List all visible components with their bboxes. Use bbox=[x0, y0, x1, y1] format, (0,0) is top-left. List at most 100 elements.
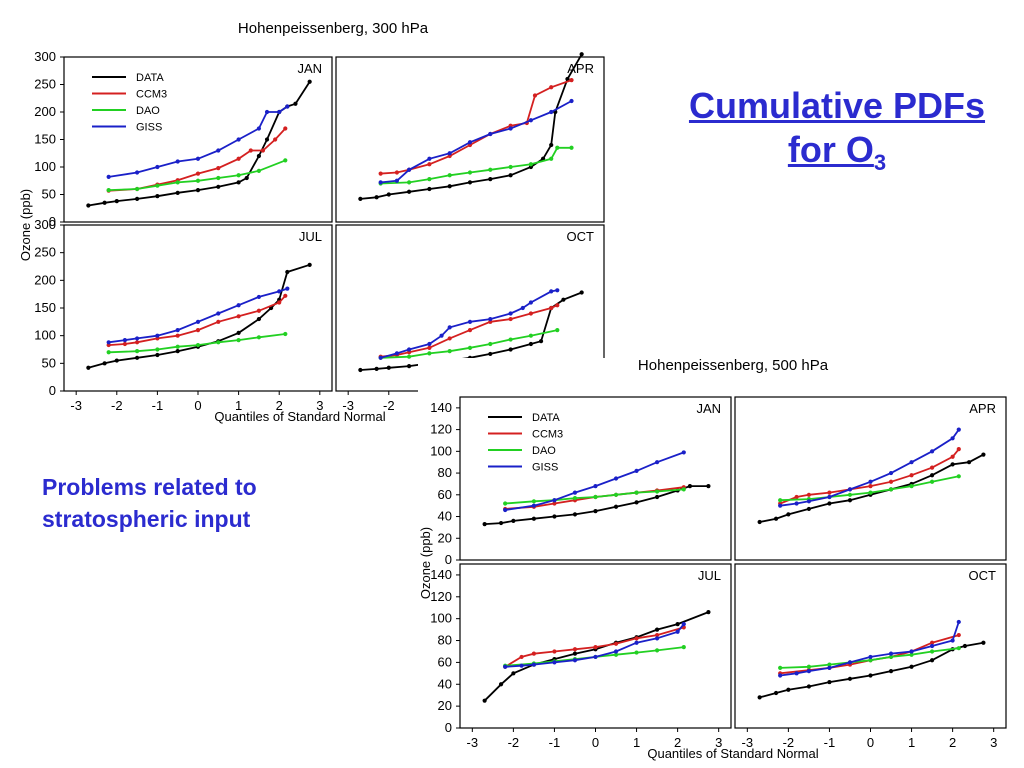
data-point-giss bbox=[508, 311, 513, 316]
y-tick-label: 100 bbox=[430, 443, 452, 458]
data-point-ccm3 bbox=[195, 328, 201, 333]
data-point-dao bbox=[555, 145, 560, 150]
data-point-giss bbox=[406, 347, 412, 352]
data-point-giss bbox=[427, 341, 432, 347]
y-axis-label: Ozone (ppb) bbox=[18, 189, 33, 261]
data-point-giss bbox=[827, 665, 832, 670]
data-point-ccm3 bbox=[236, 156, 241, 161]
data-point-ccm3 bbox=[532, 93, 538, 98]
data-point-giss bbox=[236, 303, 241, 308]
panel-label: APR bbox=[969, 401, 996, 416]
data-point-giss bbox=[175, 328, 180, 333]
data-point-ccm3 bbox=[134, 340, 140, 345]
y-tick-label: 0 bbox=[445, 720, 452, 735]
data-point-giss bbox=[778, 503, 783, 508]
data-point-ccm3 bbox=[248, 148, 253, 153]
x-tick-label: -3 bbox=[70, 398, 82, 413]
data-point-giss bbox=[406, 167, 412, 172]
data-point-data bbox=[706, 484, 711, 489]
data-point-ccm3 bbox=[888, 479, 894, 484]
y-tick-label: 200 bbox=[34, 272, 56, 287]
slide-title[interactable]: Cumulative PDFs for O3 bbox=[652, 84, 1022, 185]
data-point-data bbox=[508, 173, 513, 178]
data-point-ccm3 bbox=[956, 447, 961, 452]
data-point-ccm3 bbox=[283, 126, 288, 131]
legend-label-dao: DAO bbox=[532, 445, 556, 457]
data-point-data bbox=[538, 339, 544, 344]
y-tick-label: 40 bbox=[438, 509, 452, 524]
y-tick-label: 20 bbox=[438, 530, 452, 545]
data-point-ccm3 bbox=[447, 336, 452, 341]
data-point-dao bbox=[613, 492, 619, 497]
legend-label-data: DATA bbox=[532, 412, 560, 424]
legend-label-ccm3: CCM3 bbox=[136, 89, 167, 101]
data-point-giss bbox=[519, 663, 524, 668]
data-point-dao bbox=[216, 340, 221, 345]
data-point-dao bbox=[283, 158, 288, 163]
legend-label-data: DATA bbox=[136, 72, 164, 84]
data-point-data bbox=[447, 184, 452, 189]
chart-background bbox=[418, 358, 1024, 768]
data-point-giss bbox=[847, 660, 853, 665]
y-tick-label: 20 bbox=[438, 698, 452, 713]
data-point-data bbox=[786, 687, 791, 692]
data-point-data bbox=[285, 269, 290, 275]
data-point-data bbox=[929, 658, 935, 663]
x-axis-label: Quantiles of Standard Normal bbox=[214, 409, 385, 424]
data-point-dao bbox=[528, 162, 534, 167]
data-point-dao bbox=[868, 490, 873, 495]
data-point-giss bbox=[134, 336, 140, 341]
data-point-data bbox=[579, 52, 584, 57]
data-point-ccm3 bbox=[283, 293, 288, 298]
data-point-giss bbox=[122, 337, 128, 343]
data-point-data bbox=[134, 196, 140, 201]
data-point-data bbox=[981, 640, 986, 645]
x-tick-label: 2 bbox=[949, 735, 956, 750]
data-point-data bbox=[565, 76, 570, 82]
y-tick-label: 80 bbox=[438, 633, 452, 648]
data-point-ccm3 bbox=[531, 651, 537, 656]
data-point-giss bbox=[868, 479, 873, 484]
data-point-data bbox=[868, 673, 873, 678]
data-point-ccm3 bbox=[654, 632, 660, 638]
data-point-data bbox=[374, 366, 379, 371]
data-point-data bbox=[175, 349, 180, 354]
data-point-dao bbox=[549, 156, 554, 161]
data-point-dao bbox=[654, 489, 660, 494]
data-point-data bbox=[155, 352, 160, 358]
x-tick-label: -1 bbox=[549, 735, 561, 750]
panel-frame bbox=[335, 56, 605, 223]
data-point-giss bbox=[778, 673, 783, 678]
data-point-dao bbox=[503, 501, 508, 506]
data-point-data bbox=[102, 200, 107, 205]
data-point-giss bbox=[394, 178, 400, 183]
data-point-data bbox=[981, 452, 986, 457]
data-point-giss bbox=[593, 484, 598, 489]
data-point-giss bbox=[277, 289, 282, 294]
data-point-dao bbox=[406, 354, 412, 359]
data-point-ccm3 bbox=[827, 490, 832, 495]
data-point-data bbox=[827, 679, 832, 685]
data-point-dao bbox=[427, 351, 432, 356]
x-tick-label: 1 bbox=[908, 735, 915, 750]
y-tick-label: 0 bbox=[49, 383, 56, 398]
legend-label-ccm3: CCM3 bbox=[532, 429, 563, 441]
data-point-giss bbox=[488, 131, 493, 137]
data-point-data bbox=[256, 316, 262, 322]
data-point-ccm3 bbox=[806, 492, 812, 497]
data-point-dao bbox=[106, 350, 111, 355]
data-point-dao bbox=[236, 337, 241, 343]
y-tick-label: 140 bbox=[430, 567, 452, 582]
data-point-giss bbox=[195, 319, 201, 324]
data-point-giss bbox=[654, 636, 660, 641]
data-point-ccm3 bbox=[956, 632, 961, 638]
data-point-giss bbox=[531, 662, 537, 667]
x-tick-label: 1 bbox=[633, 735, 640, 750]
data-point-data bbox=[847, 498, 853, 503]
data-point-dao bbox=[634, 490, 639, 495]
y-tick-label: 200 bbox=[34, 104, 56, 119]
data-point-data bbox=[572, 651, 578, 656]
panel-label: OCT bbox=[567, 229, 595, 244]
data-point-dao bbox=[634, 650, 639, 655]
y-tick-label: 50 bbox=[42, 355, 56, 370]
